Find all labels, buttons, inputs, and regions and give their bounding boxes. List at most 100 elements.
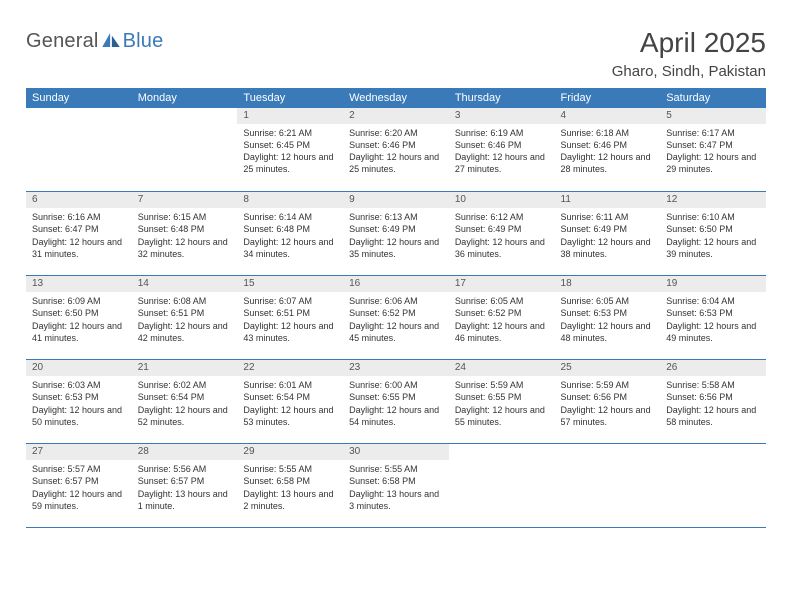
day-number: 12 (660, 192, 766, 208)
day-number: 20 (26, 360, 132, 376)
sunset-line: Sunset: 6:47 PM (666, 139, 760, 151)
calendar-table: SundayMondayTuesdayWednesdayThursdayFrid… (26, 88, 766, 529)
daylight-line: Daylight: 12 hours and 59 minutes. (32, 488, 126, 512)
day-number: 15 (237, 276, 343, 292)
sunset-line: Sunset: 6:46 PM (561, 139, 655, 151)
daylight-line: Daylight: 12 hours and 38 minutes. (561, 236, 655, 260)
day-details: Sunrise: 6:02 AMSunset: 6:54 PMDaylight:… (132, 376, 238, 432)
daylight-line: Daylight: 12 hours and 55 minutes. (455, 404, 549, 428)
daylight-line: Daylight: 12 hours and 46 minutes. (455, 320, 549, 344)
sunrise-line: Sunrise: 5:56 AM (138, 463, 232, 475)
day-details: Sunrise: 6:18 AMSunset: 6:46 PMDaylight:… (555, 124, 661, 180)
daylight-line: Daylight: 12 hours and 48 minutes. (561, 320, 655, 344)
daylight-line: Daylight: 12 hours and 31 minutes. (32, 236, 126, 260)
day-details: Sunrise: 6:14 AMSunset: 6:48 PMDaylight:… (237, 208, 343, 264)
calendar-cell: 3Sunrise: 6:19 AMSunset: 6:46 PMDaylight… (449, 108, 555, 192)
sunrise-line: Sunrise: 6:11 AM (561, 211, 655, 223)
day-number: 6 (26, 192, 132, 208)
day-details: Sunrise: 6:20 AMSunset: 6:46 PMDaylight:… (343, 124, 449, 180)
calendar-cell: 7Sunrise: 6:15 AMSunset: 6:48 PMDaylight… (132, 192, 238, 276)
brand-part2: Blue (123, 30, 164, 53)
day-details: Sunrise: 6:07 AMSunset: 6:51 PMDaylight:… (237, 292, 343, 348)
calendar-cell: .. (132, 108, 238, 192)
sunrise-line: Sunrise: 5:59 AM (561, 379, 655, 391)
sunrise-line: Sunrise: 6:13 AM (349, 211, 443, 223)
sunrise-line: Sunrise: 6:03 AM (32, 379, 126, 391)
calendar-cell: 10Sunrise: 6:12 AMSunset: 6:49 PMDayligh… (449, 192, 555, 276)
day-details: Sunrise: 6:19 AMSunset: 6:46 PMDaylight:… (449, 124, 555, 180)
daylight-line: Daylight: 12 hours and 41 minutes. (32, 320, 126, 344)
calendar-header-row: SundayMondayTuesdayWednesdayThursdayFrid… (26, 88, 766, 108)
daylight-line: Daylight: 12 hours and 28 minutes. (561, 151, 655, 175)
calendar-cell: .. (555, 444, 661, 528)
calendar-cell: .. (26, 108, 132, 192)
calendar-cell: 24Sunrise: 5:59 AMSunset: 6:55 PMDayligh… (449, 360, 555, 444)
day-number: 8 (237, 192, 343, 208)
sunrise-line: Sunrise: 6:05 AM (455, 295, 549, 307)
day-details: Sunrise: 5:58 AMSunset: 6:56 PMDaylight:… (660, 376, 766, 432)
calendar-cell: 29Sunrise: 5:55 AMSunset: 6:58 PMDayligh… (237, 444, 343, 528)
daylight-line: Daylight: 12 hours and 58 minutes. (666, 404, 760, 428)
daylight-line: Daylight: 12 hours and 25 minutes. (243, 151, 337, 175)
daylight-line: Daylight: 12 hours and 35 minutes. (349, 236, 443, 260)
sunrise-line: Sunrise: 6:19 AM (455, 127, 549, 139)
sunset-line: Sunset: 6:58 PM (349, 475, 443, 487)
daylight-line: Daylight: 12 hours and 49 minutes. (666, 320, 760, 344)
sunrise-line: Sunrise: 5:58 AM (666, 379, 760, 391)
weekday-header: Wednesday (343, 88, 449, 108)
calendar-cell: 16Sunrise: 6:06 AMSunset: 6:52 PMDayligh… (343, 276, 449, 360)
calendar-cell: 11Sunrise: 6:11 AMSunset: 6:49 PMDayligh… (555, 192, 661, 276)
sunrise-line: Sunrise: 6:08 AM (138, 295, 232, 307)
sunset-line: Sunset: 6:55 PM (455, 391, 549, 403)
calendar-week-row: ....1Sunrise: 6:21 AMSunset: 6:45 PMDayl… (26, 108, 766, 192)
sunset-line: Sunset: 6:57 PM (138, 475, 232, 487)
sunset-line: Sunset: 6:55 PM (349, 391, 443, 403)
page-title: April 2025 (612, 28, 766, 59)
sunrise-line: Sunrise: 6:06 AM (349, 295, 443, 307)
calendar-cell: 12Sunrise: 6:10 AMSunset: 6:50 PMDayligh… (660, 192, 766, 276)
calendar-cell: 1Sunrise: 6:21 AMSunset: 6:45 PMDaylight… (237, 108, 343, 192)
weekday-header: Thursday (449, 88, 555, 108)
day-details: Sunrise: 5:56 AMSunset: 6:57 PMDaylight:… (132, 460, 238, 516)
sunrise-line: Sunrise: 5:59 AM (455, 379, 549, 391)
day-number: 25 (555, 360, 661, 376)
sunrise-line: Sunrise: 6:21 AM (243, 127, 337, 139)
sunrise-line: Sunrise: 6:18 AM (561, 127, 655, 139)
sunrise-line: Sunrise: 5:57 AM (32, 463, 126, 475)
daylight-line: Daylight: 12 hours and 54 minutes. (349, 404, 443, 428)
daylight-line: Daylight: 13 hours and 2 minutes. (243, 488, 337, 512)
day-number: 9 (343, 192, 449, 208)
sunset-line: Sunset: 6:57 PM (32, 475, 126, 487)
sunrise-line: Sunrise: 6:12 AM (455, 211, 549, 223)
day-number: 19 (660, 276, 766, 292)
day-number: 3 (449, 108, 555, 124)
daylight-line: Daylight: 12 hours and 25 minutes. (349, 151, 443, 175)
calendar-cell: 19Sunrise: 6:04 AMSunset: 6:53 PMDayligh… (660, 276, 766, 360)
sunset-line: Sunset: 6:47 PM (32, 223, 126, 235)
calendar-cell: 13Sunrise: 6:09 AMSunset: 6:50 PMDayligh… (26, 276, 132, 360)
sunrise-line: Sunrise: 6:02 AM (138, 379, 232, 391)
day-details: Sunrise: 5:57 AMSunset: 6:57 PMDaylight:… (26, 460, 132, 516)
daylight-line: Daylight: 12 hours and 57 minutes. (561, 404, 655, 428)
calendar-cell: 22Sunrise: 6:01 AMSunset: 6:54 PMDayligh… (237, 360, 343, 444)
calendar-body: ....1Sunrise: 6:21 AMSunset: 6:45 PMDayl… (26, 108, 766, 528)
day-number: 21 (132, 360, 238, 376)
day-details: Sunrise: 6:05 AMSunset: 6:52 PMDaylight:… (449, 292, 555, 348)
calendar-cell: 14Sunrise: 6:08 AMSunset: 6:51 PMDayligh… (132, 276, 238, 360)
sunset-line: Sunset: 6:56 PM (561, 391, 655, 403)
sunset-line: Sunset: 6:49 PM (349, 223, 443, 235)
day-number: 1 (237, 108, 343, 124)
weekday-header: Sunday (26, 88, 132, 108)
daylight-line: Daylight: 12 hours and 32 minutes. (138, 236, 232, 260)
calendar-cell: 6Sunrise: 6:16 AMSunset: 6:47 PMDaylight… (26, 192, 132, 276)
day-number: 14 (132, 276, 238, 292)
day-details: Sunrise: 6:15 AMSunset: 6:48 PMDaylight:… (132, 208, 238, 264)
weekday-header: Saturday (660, 88, 766, 108)
day-details: Sunrise: 6:06 AMSunset: 6:52 PMDaylight:… (343, 292, 449, 348)
sunset-line: Sunset: 6:46 PM (455, 139, 549, 151)
sail-icon (102, 33, 120, 47)
calendar-week-row: 13Sunrise: 6:09 AMSunset: 6:50 PMDayligh… (26, 276, 766, 360)
day-details: Sunrise: 6:00 AMSunset: 6:55 PMDaylight:… (343, 376, 449, 432)
sunset-line: Sunset: 6:48 PM (138, 223, 232, 235)
weekday-header: Friday (555, 88, 661, 108)
